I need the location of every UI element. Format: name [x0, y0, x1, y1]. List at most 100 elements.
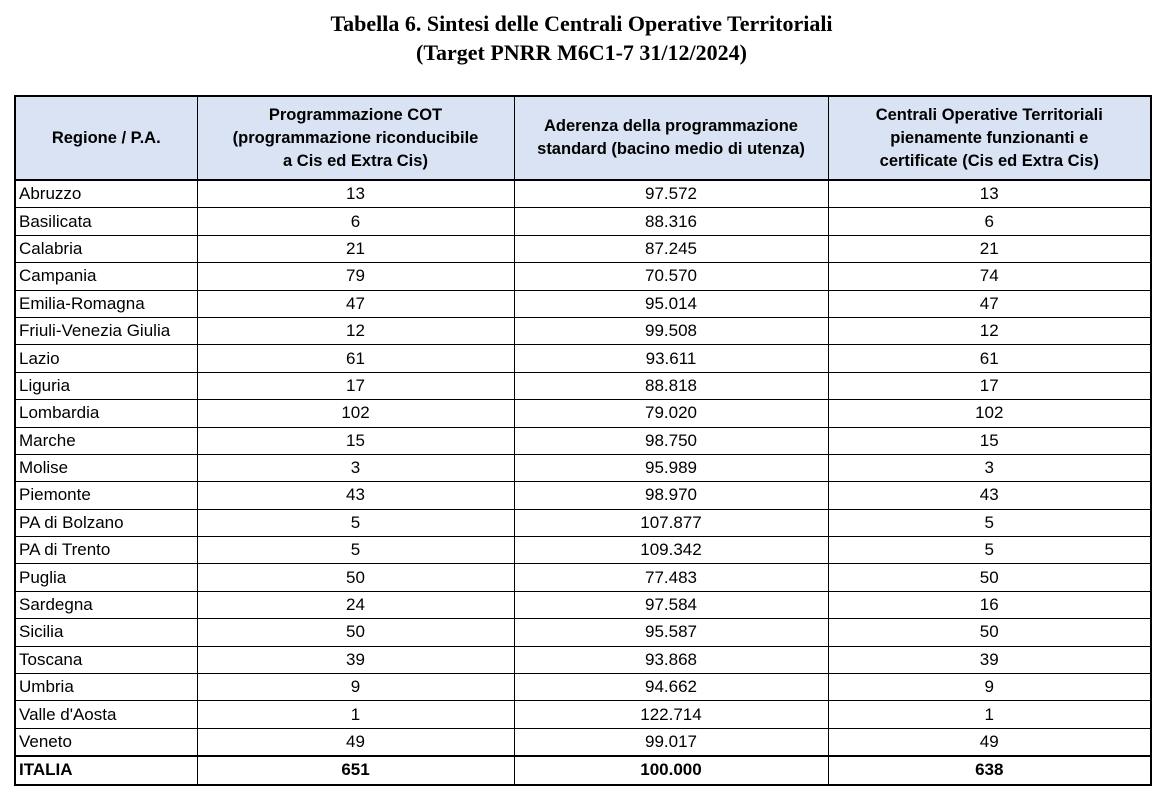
certified-cell-value: 49: [827, 727, 1152, 757]
region-cell-value: Sicilia: [14, 618, 198, 647]
certified-cell-value: 102: [827, 399, 1152, 428]
cot-cell-value: 12: [196, 316, 515, 346]
cot-cell-value: 9: [196, 673, 515, 702]
region-cell-value: Molise: [14, 453, 198, 483]
aderenza-cell-value: 97.572: [513, 179, 829, 209]
total-row: ITALIA 651 100.000 638: [14, 755, 1152, 786]
table-row: Lazio 61 93.611 61: [14, 344, 1152, 373]
certified-cell-value: 50: [827, 618, 1152, 647]
region-cell-value: PA di Trento: [14, 536, 198, 565]
aderenza-cell-value: 95.587: [513, 618, 829, 647]
region-cell-value: Lazio: [14, 344, 198, 373]
cot-cell-value: 43: [196, 481, 515, 510]
table-row: Valle d'Aosta 1 122.714 1: [14, 700, 1152, 729]
table-row: Sardegna 24 97.584 16: [14, 590, 1152, 620]
certified-cell-value: 39: [827, 645, 1152, 675]
certified-cell-value: 61: [827, 344, 1152, 373]
total-label: ITALIA: [14, 755, 198, 786]
cot-cell-value: 17: [196, 371, 515, 401]
table-row: Lombardia 102 79.020 102: [14, 399, 1152, 428]
certified-cell-value: 6: [827, 207, 1152, 236]
aderenza-cell-value: 70.570: [513, 262, 829, 291]
table-row: Marche 15 98.750 15: [14, 426, 1152, 455]
cot-cell-value: 50: [196, 563, 515, 592]
table-footer: ITALIA 651 100.000 638: [14, 755, 1152, 786]
region-cell-value: Toscana: [14, 645, 198, 675]
aderenza-cell-value: 77.483: [513, 563, 829, 592]
cot-cell-value: 13: [196, 179, 515, 209]
region-cell-value: Campania: [14, 262, 198, 291]
table-row: Basilicata 6 88.316 6: [14, 207, 1152, 236]
region-cell-value: Friuli-Venezia Giulia: [14, 316, 198, 346]
region-cell-value: Emilia-Romagna: [14, 289, 198, 318]
cot-cell-value: 21: [196, 234, 515, 264]
certified-cell-value: 74: [827, 262, 1152, 291]
column-header-region: Regione / P.A.: [14, 95, 198, 181]
certified-cell-value: 12: [827, 316, 1152, 346]
certified-cell-value: 47: [827, 289, 1152, 318]
cot-summary-table: Regione / P.A. Programmazione COT (progr…: [14, 95, 1152, 786]
certified-cell-value: 1: [827, 700, 1152, 729]
cot-cell-value: 5: [196, 536, 515, 565]
table-row: Veneto 49 99.017 49: [14, 727, 1152, 757]
aderenza-cell-value: 99.508: [513, 316, 829, 346]
table-row: Puglia 50 77.483 50: [14, 563, 1152, 592]
cot-cell-value: 6: [196, 207, 515, 236]
region-cell-value: PA di Bolzano: [14, 508, 198, 538]
document-title-line1: Tabella 6. Sintesi delle Centrali Operat…: [330, 11, 833, 36]
aderenza-cell-value: 97.584: [513, 590, 829, 620]
document-title-line2: (Target PNRR M6C1-7 31/12/2024): [416, 40, 747, 65]
table-header: Regione / P.A. Programmazione COT (progr…: [14, 95, 1152, 181]
aderenza-cell-value: 122.714: [513, 700, 829, 729]
certified-cell-value: 5: [827, 536, 1152, 565]
table-row: Molise 3 95.989 3: [14, 453, 1152, 483]
cot-cell-value: 24: [196, 590, 515, 620]
region-cell-value: Umbria: [14, 673, 198, 702]
cot-cell-value: 102: [196, 399, 515, 428]
aderenza-cell-value: 98.970: [513, 481, 829, 510]
table-row: Umbria 9 94.662 9: [14, 673, 1152, 702]
region-cell-value: Calabria: [14, 234, 198, 264]
certified-cell-value: 13: [827, 179, 1152, 209]
table-row: PA di Trento 5 109.342 5: [14, 536, 1152, 565]
cot-cell-value: 61: [196, 344, 515, 373]
aderenza-cell-value: 93.868: [513, 645, 829, 675]
region-cell-value: Valle d'Aosta: [14, 700, 198, 729]
cot-cell-value: 3: [196, 453, 515, 483]
document-title: Tabella 6. Sintesi delle Centrali Operat…: [0, 9, 1163, 67]
certified-cell-value: 5: [827, 508, 1152, 538]
region-cell-value: Basilicata: [14, 207, 198, 236]
certified-cell-value: 15: [827, 426, 1152, 455]
table-row: Piemonte 43 98.970 43: [14, 481, 1152, 510]
total-aderenza-value: 100.000: [513, 755, 829, 786]
cot-cell-value: 79: [196, 262, 515, 291]
cot-cell-value: 49: [196, 727, 515, 757]
table-header-row: Regione / P.A. Programmazione COT (progr…: [14, 95, 1152, 181]
aderenza-cell-value: 109.342: [513, 536, 829, 565]
table-row: Toscana 39 93.868 39: [14, 645, 1152, 675]
table-row: Campania 79 70.570 74: [14, 262, 1152, 291]
certified-cell-value: 17: [827, 371, 1152, 401]
region-cell-value: Veneto: [14, 727, 198, 757]
certified-cell-value: 50: [827, 563, 1152, 592]
total-cot-value: 651: [196, 755, 515, 786]
cot-cell-value: 15: [196, 426, 515, 455]
aderenza-cell-value: 93.611: [513, 344, 829, 373]
certified-cell-value: 16: [827, 590, 1152, 620]
aderenza-cell-value: 88.818: [513, 371, 829, 401]
table-row: Friuli-Venezia Giulia 12 99.508 12: [14, 316, 1152, 346]
table-row: Calabria 21 87.245 21: [14, 234, 1152, 264]
region-cell-value: Lombardia: [14, 399, 198, 428]
aderenza-cell-value: 99.017: [513, 727, 829, 757]
table-row: PA di Bolzano 5 107.877 5: [14, 508, 1152, 538]
table-row: Abruzzo 13 97.572 13: [14, 179, 1152, 209]
table-row: Emilia-Romagna 47 95.014 47: [14, 289, 1152, 318]
certified-cell-value: 9: [827, 673, 1152, 702]
cot-cell-value: 5: [196, 508, 515, 538]
region-cell-value: Puglia: [14, 563, 198, 592]
aderenza-cell-value: 79.020: [513, 399, 829, 428]
region-cell-value: Abruzzo: [14, 179, 198, 209]
certified-cell-value: 21: [827, 234, 1152, 264]
column-header-aderenza: Aderenza della programmazione standard (…: [513, 95, 829, 181]
aderenza-cell-value: 88.316: [513, 207, 829, 236]
